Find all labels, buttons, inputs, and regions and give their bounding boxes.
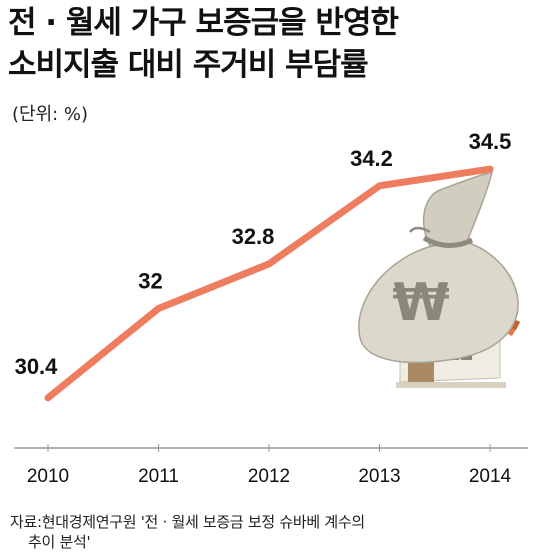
x-tick-label-2010: 2010 — [27, 466, 69, 487]
title-line-1: 전 · 월세 가구 보증금을 반영한 — [8, 5, 399, 41]
unit-label: (단위: %) — [12, 104, 89, 125]
line-chart: ₩ 2010 2011 2012 2013 2014 30.4 32 32.8 34.2 34.… — [14, 129, 528, 487]
source-line-1: 자료:현대경제연구원 '전 · 월세 보증금 보정 슈바베 계수의 — [10, 513, 365, 531]
title-line-2: 소비지출 대비 주거비 부담률 — [8, 47, 369, 83]
x-tick-label-2012: 2012 — [248, 466, 290, 487]
data-label-2014: 34.5 — [469, 129, 512, 154]
series-line — [44, 165, 494, 402]
chart-title: 전 · 월세 가구 보증금을 반영한 소비지출 대비 주거비 부담률 — [8, 2, 533, 86]
x-tick-label-2013: 2013 — [358, 466, 400, 487]
data-label-2013: 34.2 — [350, 146, 393, 171]
x-tick-label-2014: 2014 — [469, 466, 512, 487]
data-label-2010: 30.4 — [15, 354, 59, 379]
money-bag-on-house-icon: ₩ — [358, 170, 520, 388]
svg-text:₩: ₩ — [392, 273, 449, 333]
source-line-2: 추이 분석' — [28, 533, 91, 551]
data-label-2011: 32 — [138, 269, 162, 294]
source-note: 자료:현대경제연구원 '전 · 월세 보증금 보정 슈바베 계수의 추이 분석' — [10, 512, 530, 552]
data-label-2012: 32.8 — [232, 224, 275, 249]
x-tick-label-2011: 2011 — [138, 466, 179, 487]
